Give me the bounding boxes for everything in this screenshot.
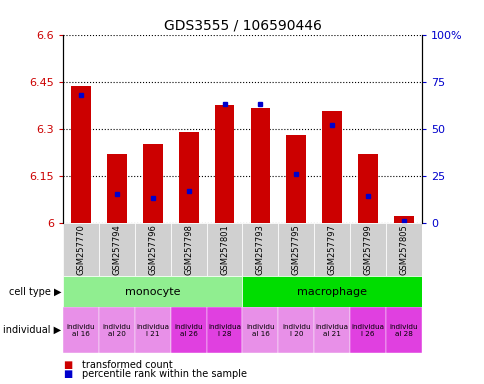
Text: individu
al 28: individu al 28 — [389, 324, 418, 337]
Bar — [385, 223, 421, 276]
Text: percentile rank within the sample: percentile rank within the sample — [82, 369, 247, 379]
Bar — [63, 276, 242, 307]
Text: transformed count: transformed count — [82, 360, 173, 370]
Text: GSM257796: GSM257796 — [148, 224, 157, 275]
Bar — [63, 307, 99, 353]
Text: individu
l 20: individu l 20 — [281, 324, 310, 337]
Bar — [214, 105, 234, 223]
Bar — [385, 307, 421, 353]
Bar — [135, 307, 170, 353]
Text: monocyte: monocyte — [125, 287, 180, 297]
Text: GSM257799: GSM257799 — [363, 224, 372, 275]
Bar — [170, 307, 206, 353]
Text: GSM257801: GSM257801 — [220, 224, 228, 275]
Text: GSM257797: GSM257797 — [327, 224, 336, 275]
Text: ■: ■ — [63, 360, 72, 370]
Text: GSM257770: GSM257770 — [76, 224, 85, 275]
Bar — [250, 108, 270, 223]
Bar — [206, 307, 242, 353]
Bar — [393, 217, 413, 223]
Text: individual ▶: individual ▶ — [3, 325, 61, 335]
Bar — [143, 144, 162, 223]
Text: individua
l 28: individua l 28 — [208, 324, 241, 337]
Text: ■: ■ — [63, 369, 72, 379]
Bar — [358, 154, 377, 223]
Bar — [278, 223, 314, 276]
Bar — [99, 307, 135, 353]
Bar — [242, 307, 278, 353]
Bar — [206, 223, 242, 276]
Bar — [314, 307, 349, 353]
Bar — [242, 223, 278, 276]
Bar — [63, 223, 99, 276]
Bar — [170, 223, 206, 276]
Bar — [71, 86, 91, 223]
Bar — [99, 223, 135, 276]
Text: individu
al 16: individu al 16 — [66, 324, 95, 337]
Text: individua
l 21: individua l 21 — [136, 324, 169, 337]
Bar — [322, 111, 341, 223]
Bar — [107, 154, 126, 223]
Text: individu
al 26: individu al 26 — [174, 324, 203, 337]
Bar — [349, 223, 385, 276]
Text: individua
al 21: individua al 21 — [315, 324, 348, 337]
Text: individu
al 16: individu al 16 — [245, 324, 274, 337]
Text: individua
l 26: individua l 26 — [351, 324, 384, 337]
Text: GSM257798: GSM257798 — [184, 224, 193, 275]
Bar — [135, 223, 170, 276]
Bar — [314, 223, 349, 276]
Text: GSM257794: GSM257794 — [112, 224, 121, 275]
Text: GSM257805: GSM257805 — [399, 224, 408, 275]
Text: individu
al 20: individu al 20 — [102, 324, 131, 337]
Title: GDS3555 / 106590446: GDS3555 / 106590446 — [163, 18, 321, 32]
Bar — [278, 307, 314, 353]
Text: cell type ▶: cell type ▶ — [9, 287, 61, 297]
Text: GSM257795: GSM257795 — [291, 224, 300, 275]
Text: GSM257793: GSM257793 — [256, 224, 264, 275]
Bar — [179, 132, 198, 223]
Bar — [286, 135, 305, 223]
Bar — [242, 276, 421, 307]
Bar — [349, 307, 385, 353]
Text: macrophage: macrophage — [297, 287, 366, 297]
